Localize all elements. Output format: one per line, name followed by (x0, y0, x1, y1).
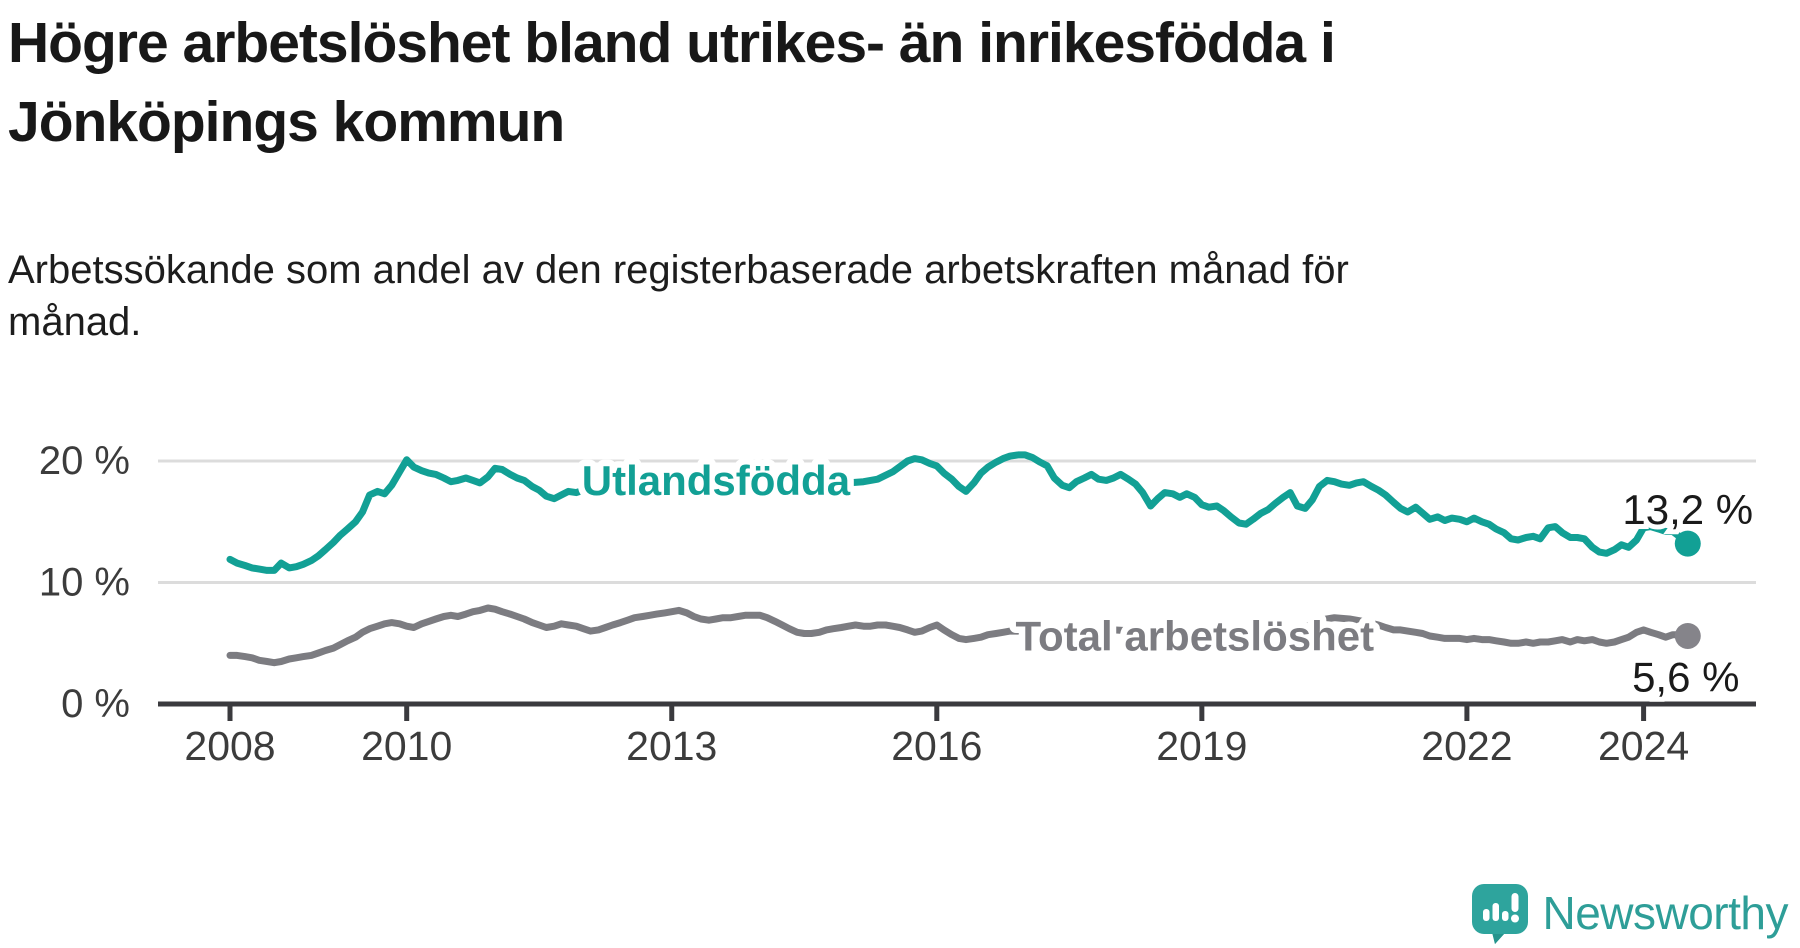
x-axis-tick-label: 2024 (1598, 723, 1689, 769)
end-value-label: 13,2 % (1622, 486, 1753, 533)
end-value-label: 5,6 % (1632, 653, 1739, 700)
title-line-1: Högre arbetslöshet bland utrikes- än inr… (8, 11, 1336, 75)
chart-header: Högre arbetslöshet bland utrikes- än inr… (8, 4, 1770, 161)
subtitle-line-1: Arbetssökande som andel av den registerb… (8, 248, 1349, 292)
x-axis-tick-label: 2016 (891, 723, 982, 769)
series-end-dot (1674, 530, 1701, 557)
series-label: Total arbetslöshet (1015, 612, 1374, 659)
x-axis-tick-label: 2019 (1156, 723, 1247, 769)
series-label: Utlandsfödda (582, 457, 851, 504)
newsworthy-logo-text: Newsworthy (1542, 887, 1788, 939)
series-line-utlandsfodda (226, 451, 1692, 574)
y-axis-tick-label: 0 % (61, 682, 130, 726)
x-axis-tick-label: 2013 (626, 723, 717, 769)
x-axis-tick-label: 2008 (184, 723, 275, 769)
newsworthy-logo: Newsworthy (1470, 882, 1788, 944)
subtitle-line-2: månad. (8, 300, 142, 345)
page-title: Högre arbetslöshet bland utrikes- än inr… (8, 4, 1770, 161)
x-axis-tick-label: 2022 (1421, 723, 1512, 769)
series-end-dot (1674, 622, 1701, 649)
chart-subtitle: Arbetssökande som andel av den registerb… (8, 244, 1770, 349)
y-axis-tick-label: 20 % (39, 439, 130, 483)
y-axis-tick-label: 10 % (39, 561, 130, 605)
title-line-2: Jönköpings kommun (8, 89, 565, 154)
x-axis-tick-label: 2010 (361, 723, 452, 769)
series-line-total (226, 604, 1692, 667)
newsworthy-speech-bubble-chart-icon (1472, 884, 1529, 944)
